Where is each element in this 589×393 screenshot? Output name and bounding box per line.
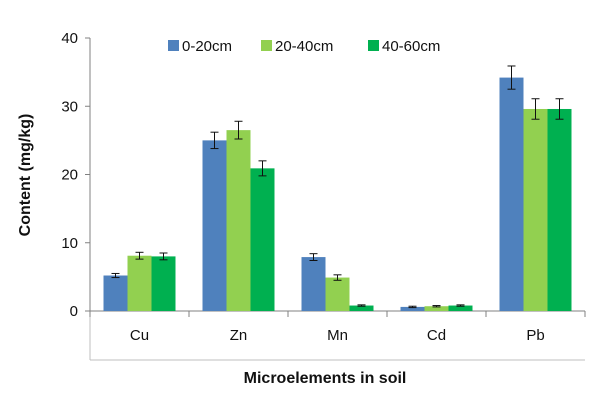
legend-swatch	[261, 40, 272, 51]
y-tick-label: 10	[61, 235, 78, 252]
legend: 0-20cm 20-40cm 40-60cm	[168, 38, 440, 55]
bar	[547, 108, 572, 311]
bar	[103, 275, 128, 311]
bar	[349, 305, 374, 311]
bar	[250, 168, 275, 311]
legend-label: 20-40cm	[275, 38, 333, 55]
x-tick-label: Cu	[130, 327, 149, 344]
axes: 0 10 20 30 40 Cu Zn Mn Cd Pb	[61, 30, 586, 361]
x-tick-label: Zn	[230, 327, 248, 344]
y-axis-title: Content (mg/kg)	[17, 114, 34, 237]
y-tick-label: 20	[61, 167, 78, 184]
y-tick-label: 0	[70, 303, 78, 320]
legend-swatch	[368, 40, 379, 51]
bar	[226, 130, 251, 311]
x-tick-label: Cd	[427, 327, 446, 344]
x-axis-title: Microelements in soil	[244, 370, 407, 387]
bar	[151, 256, 176, 311]
bar	[499, 77, 524, 312]
bars	[103, 65, 572, 312]
y-tick-label: 40	[61, 30, 78, 47]
legend-label: 40-60cm	[382, 38, 440, 55]
bar	[127, 255, 152, 311]
legend-swatch	[168, 40, 179, 51]
bar	[325, 277, 350, 311]
bar	[202, 140, 227, 311]
legend-label: 0-20cm	[182, 38, 232, 55]
bar	[448, 305, 473, 311]
x-tick-label: Pb	[526, 327, 544, 344]
bar	[424, 306, 449, 311]
y-tick-label: 30	[61, 98, 78, 115]
bar	[301, 257, 326, 311]
x-tick-label: Mn	[327, 327, 348, 344]
bar	[400, 306, 425, 311]
bar	[523, 108, 548, 311]
